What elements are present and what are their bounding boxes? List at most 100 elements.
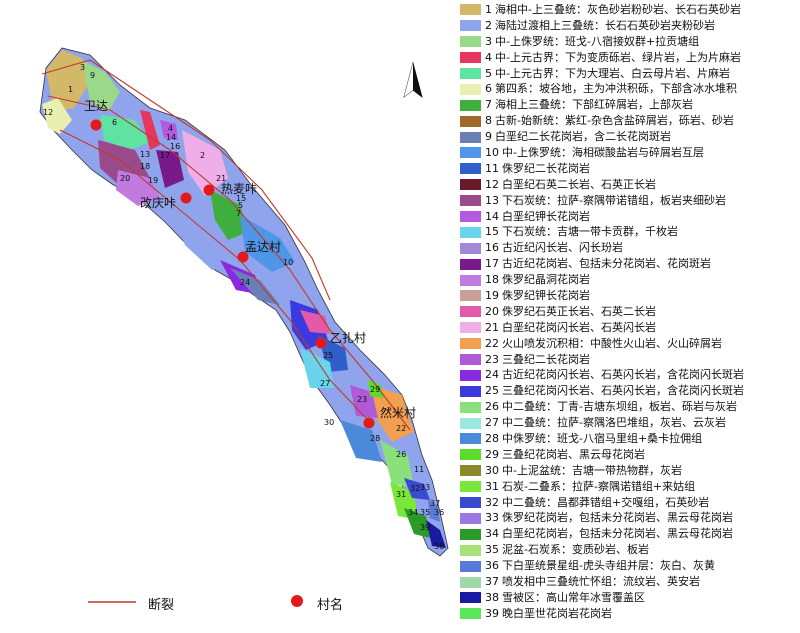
legend-swatch (460, 68, 481, 79)
unit-patch-18 (116, 170, 160, 206)
legend-number: 18 (485, 273, 499, 287)
unit-number: 7 (236, 209, 241, 218)
legend-swatch (460, 179, 481, 191)
legend-swatch (460, 290, 481, 302)
legend-item: 31 石炭-二叠系：拉萨-察隅诺错组+来姑组 (460, 479, 798, 495)
legend-number: 29 (485, 447, 499, 461)
unit-number: 20 (120, 174, 130, 183)
legend-item: 26 中二叠统：丁青-吉塘东坝组，板岩、砾岩与灰岩 (460, 399, 798, 415)
legend-swatch (460, 306, 481, 318)
unit-patch-3 (82, 60, 120, 112)
legend-swatch (460, 528, 481, 540)
legend-swatch (460, 4, 481, 16)
legend-swatch (460, 369, 481, 381)
legend-description: 喷发相中三叠统忙怀组：流纹岩、英安岩 (502, 575, 700, 588)
unit-patch-14 (160, 120, 178, 140)
legend-item: 3 中-上侏罗统：班戈-八宿接奴群+拉贡塘组 (460, 34, 798, 50)
legend-item: 32 中二叠统：昌都莽错组+交嘎组，石英砂岩 (460, 495, 798, 511)
legend-number: 15 (485, 225, 499, 239)
unit-number: 11 (414, 465, 424, 474)
legend-item: 4 中-上元古界：下为变质砾岩、绿片岩，上为片麻岩 (460, 50, 798, 66)
legend-item: 28 中侏罗统：班戈-八宿马里组+桑卡拉佣组 (460, 431, 798, 447)
unit-patch-17 (156, 150, 184, 188)
unit-number: 10 (283, 258, 293, 267)
legend-description: 泥盆-石炭系：变质砂岩、板岩 (502, 543, 649, 557)
legend-swatch (460, 512, 481, 524)
legend-item: 9 白垩纪二长花岗岩，含二长花岗斑岩 (460, 129, 798, 145)
legend-description: 第四系：坡谷地，主为冲洪积砾，下部含冰水堆积 (495, 82, 737, 96)
legend-description: 古近纪花岗闪长岩、石英闪长岩，含花岗闪长斑岩 (502, 368, 744, 382)
legend-item: 7 海相上三叠统：下部红碎屑岩，上部灰岩 (460, 97, 798, 113)
legend-swatch (460, 385, 481, 397)
legend-item: 10 中-上侏罗统：海相碳酸盐岩与碎屑岩互层 (460, 145, 798, 161)
legend-description: 中-上侏罗统：海相碳酸盐岩与碎屑岩互层 (502, 145, 704, 159)
legend-number: 20 (485, 304, 499, 318)
unit-number: 25 (323, 351, 333, 360)
legend-description: 中-上元古界：下为变质砾岩、绿片岩，上为片麻岩 (495, 50, 741, 64)
legend-number: 7 (485, 98, 492, 112)
legend-number: 39 (485, 606, 499, 620)
legend-number: 32 (485, 495, 499, 509)
legend-swatch (460, 417, 481, 429)
legend-description: 海陆过渡相上三叠统：长石石英砂岩夹粉砂岩 (495, 18, 715, 32)
unit-number: 17 (160, 151, 170, 160)
legend-number: 10 (485, 145, 499, 159)
legend-swatch (460, 274, 481, 286)
legend-swatch (460, 147, 481, 159)
legend-number: 1 (485, 2, 492, 16)
legend-item: 39 晚白垩世花岗岩花岗岩 (460, 606, 798, 622)
unit-number: 37 (430, 499, 440, 508)
village-label-gaiqingka: 改庆咔 (140, 196, 176, 210)
legend-item: 29 三叠纪花岗岩、黑云母花岗岩 (460, 447, 798, 463)
legend-swatch (460, 401, 481, 413)
legend-description: 雪被区：高山常年冰雪覆盖区 (502, 590, 645, 604)
legend-description: 中侏罗统：班戈-八宿马里组+桑卡拉佣组 (502, 431, 703, 445)
legend-item: 20 侏罗纪石英正长岩、石英二长岩 (460, 304, 798, 320)
legend-item: 14 白垩纪钾长花岗岩 (460, 209, 798, 225)
village-marker (237, 251, 249, 263)
legend-item: 6 第四系：坡谷地，主为冲洪积砾，下部含冰水堆积 (460, 81, 798, 97)
legend-swatch (460, 592, 481, 604)
legend-number: 9 (485, 130, 492, 144)
legend-swatch (460, 163, 481, 175)
legend-description: 下石炭统：拉萨-察隅带诺错组，板岩夹细砂岩 (502, 193, 726, 207)
unit-number: 5 (238, 201, 243, 210)
unit-number: 34 (408, 508, 418, 517)
legend-item: 13 下石炭统：拉萨-察隅带诺错组，板岩夹细砂岩 (460, 193, 798, 209)
legend-swatch (460, 242, 481, 254)
legend-swatch (460, 99, 481, 111)
legend-swatch (460, 481, 481, 493)
village-label-ranmi: 然米村 (380, 405, 416, 420)
legend-item: 5 中-上元古界：下为大理岩、白云母片岩、片麻岩 (460, 66, 798, 82)
village-marker (363, 417, 375, 429)
legend-description: 三叠纪花岗闪长岩、石英闪长岩，含花岗闪长斑岩 (502, 384, 744, 398)
unit-number: 9 (90, 71, 95, 80)
unit-number: 24 (240, 278, 250, 287)
legend-item: 8 古新-始新统：紫红-杂色含盐碎屑岩，砾岩、砂岩 (460, 113, 798, 129)
unit-number: 33 (420, 483, 430, 492)
legend-description: 白垩纪石英二长岩、石英正长岩 (502, 177, 656, 191)
legend-number: 14 (485, 209, 499, 223)
legend-description: 侏罗纪钾长花岗岩 (502, 288, 590, 302)
legend-description: 海相中-上三叠统：灰色砂岩粉砂岩、长石石英砂岩 (495, 2, 741, 16)
legend-item: 17 古近纪花岗岩、包括未分花岗岩、花岗斑岩 (460, 256, 798, 272)
legend-item: 30 中-上泥盆统：吉塘一带热物群，灰岩 (460, 463, 798, 479)
unit-number: 27 (320, 379, 330, 388)
legend-number: 22 (485, 336, 499, 350)
legend-number: 25 (485, 384, 499, 398)
unit-number: 21 (216, 174, 226, 183)
legend-swatch (460, 338, 481, 350)
legend-item: 2 海陆过渡相上三叠统：长石石英砂岩夹粉砂岩 (460, 18, 798, 34)
legend-number: 30 (485, 463, 499, 477)
legend-description: 古新-始新统：紫红-杂色含盐碎屑岩，砾岩、砂岩 (495, 114, 734, 128)
unit-number: 22 (396, 424, 406, 433)
legend-swatch (460, 195, 481, 207)
unit-patch-20 (300, 310, 330, 334)
legend-number: 27 (485, 416, 499, 430)
fault-legend-label: 断裂 (148, 598, 175, 613)
legend-number: 11 (485, 161, 499, 175)
legend-item: 12 白垩纪石英二长岩、石英正长岩 (460, 177, 798, 193)
legend-swatch (460, 226, 481, 238)
legend-description: 白垩纪钾长花岗岩 (502, 209, 590, 223)
legend-number: 35 (485, 543, 499, 557)
